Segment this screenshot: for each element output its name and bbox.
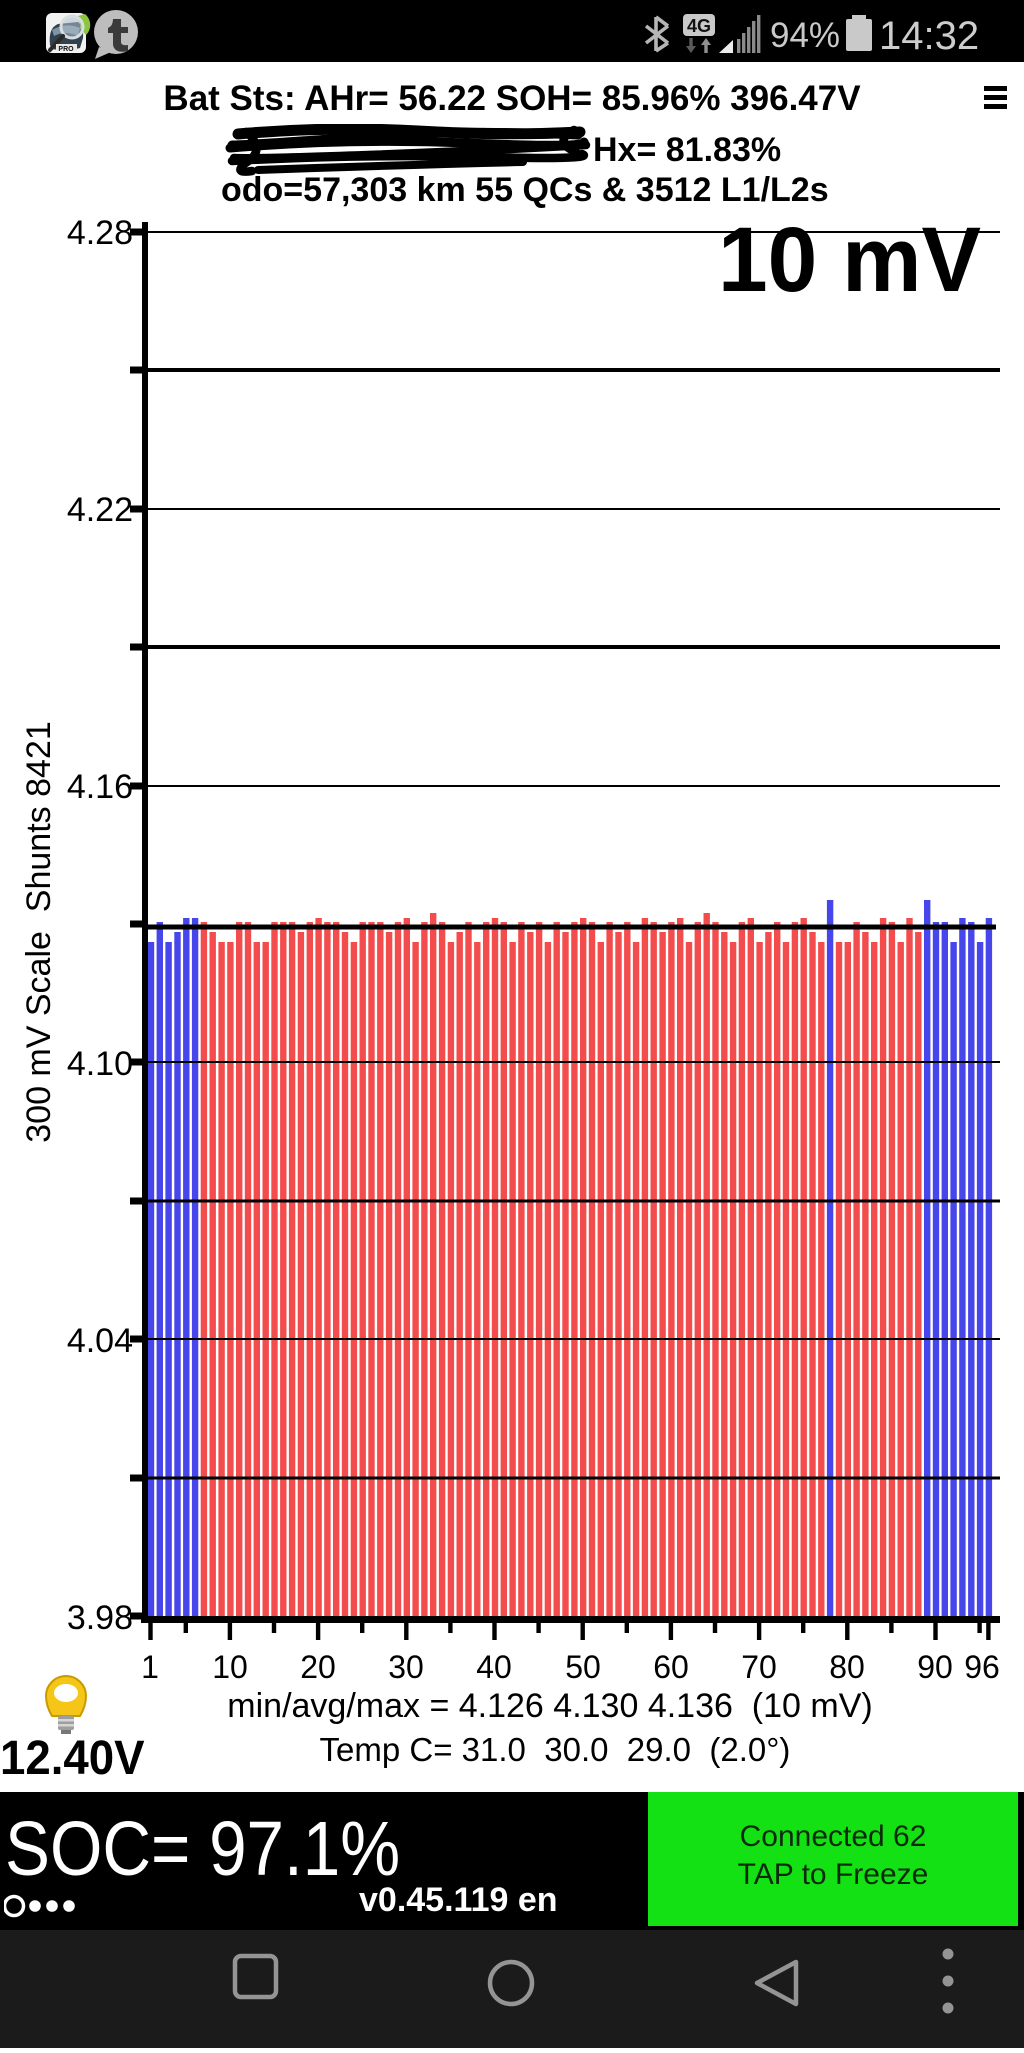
svg-text:10: 10: [212, 1649, 248, 1685]
svg-text:4.28: 4.28: [67, 214, 133, 252]
svg-text:1: 1: [141, 1649, 159, 1685]
svg-text:60: 60: [653, 1649, 689, 1685]
svg-text:96: 96: [964, 1649, 1000, 1685]
svg-text:70: 70: [741, 1649, 777, 1685]
svg-text:14:32: 14:32: [879, 14, 979, 58]
svg-text:10 mV: 10 mV: [718, 209, 981, 311]
svg-text:4.22: 4.22: [67, 491, 133, 529]
svg-text:300 mV Scale Shunts 8421: 300 mV Scale Shunts 8421: [20, 721, 58, 1143]
svg-text:4G: 4G: [687, 16, 711, 36]
svg-text:80: 80: [829, 1649, 865, 1685]
svg-text:94%: 94%: [770, 16, 840, 55]
svg-text:PRO: PRO: [58, 46, 74, 53]
svg-text:20: 20: [300, 1649, 336, 1685]
svg-text:50: 50: [565, 1649, 601, 1685]
svg-text:4.10: 4.10: [67, 1045, 133, 1083]
svg-text:3.98: 3.98: [67, 1599, 133, 1637]
svg-text:40: 40: [476, 1649, 512, 1685]
svg-text:4.04: 4.04: [67, 1322, 133, 1360]
svg-text:30: 30: [388, 1649, 424, 1685]
svg-text:4.16: 4.16: [67, 768, 133, 806]
svg-text:90: 90: [917, 1649, 953, 1685]
